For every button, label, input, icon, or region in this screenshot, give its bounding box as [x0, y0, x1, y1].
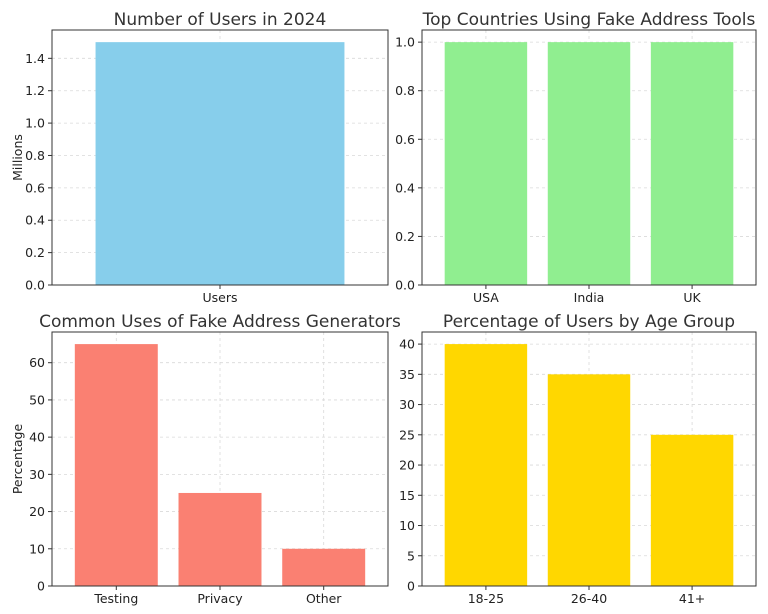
- bar: [178, 492, 262, 586]
- bar: [444, 42, 528, 286]
- x-tick-label: USA: [473, 290, 499, 305]
- axes-frame: [421, 29, 757, 286]
- chart-top-countries: Top Countries Using Fake Address Tools 0…: [395, 10, 757, 305]
- chart-title: Top Countries Using Fake Address Tools: [422, 10, 756, 30]
- x-tick-label: UK: [683, 290, 701, 305]
- bar: [547, 374, 631, 586]
- y-tick-label: 0.0: [25, 278, 45, 293]
- x-tick-label: 26-40: [571, 591, 607, 606]
- y-tick-label: 1.4: [25, 51, 45, 66]
- y-tick-label: 40: [399, 337, 415, 352]
- y-tick-label: 10: [29, 541, 45, 556]
- x-tick-label: Other: [306, 591, 342, 606]
- y-tick-label: 0.2: [25, 245, 45, 260]
- x-tick-label: Privacy: [197, 591, 243, 606]
- axes-frame: [421, 331, 757, 587]
- y-tick-label: 30: [29, 467, 45, 482]
- bar: [95, 42, 345, 286]
- bar: [444, 344, 528, 586]
- y-tick-label: 40: [29, 430, 45, 445]
- y-axis-label: Percentage: [10, 424, 25, 495]
- chart-common-uses: Common Uses of Fake Address Generators P…: [10, 312, 401, 606]
- chart-age-groups: Percentage of Users by Age Group 0 5 10 15 2…: [399, 312, 757, 606]
- y-tick-label: 0.8: [395, 83, 415, 98]
- axes-frame: [51, 331, 389, 587]
- y-tick-label: 15: [399, 488, 415, 503]
- bar: [547, 42, 631, 286]
- bar: [650, 42, 734, 286]
- x-tick-label: 41+: [679, 591, 705, 606]
- y-tick-label: 5: [407, 548, 415, 563]
- x-tick-label: Testing: [93, 591, 138, 606]
- y-tick-label: 0.6: [25, 180, 45, 195]
- y-tick-label: 25: [399, 427, 415, 442]
- y-tick-label: 1.2: [25, 83, 45, 98]
- y-tick-label: 1.0: [25, 116, 45, 131]
- chart-title: Percentage of Users by Age Group: [443, 312, 735, 332]
- y-tick-label: 20: [29, 504, 45, 519]
- axes-frame: [51, 29, 389, 286]
- bar: [650, 434, 734, 586]
- y-tick-label: 20: [399, 458, 415, 473]
- chart-users-2024: Number of Users in 2024 Millions 0.0 0.2 0…: [10, 10, 389, 305]
- x-tick-label: Users: [202, 290, 237, 305]
- y-tick-label: 1.0: [395, 35, 415, 50]
- y-tick-label: 50: [29, 392, 45, 407]
- y-tick-label: 0.0: [395, 278, 415, 293]
- y-tick-label: 60: [29, 355, 45, 370]
- y-axis-label: Millions: [10, 134, 25, 181]
- y-tick-label: 0.4: [395, 180, 415, 195]
- y-tick-label: 0: [407, 579, 415, 594]
- y-tick-label: 30: [399, 397, 415, 412]
- y-tick-label: 0.6: [395, 132, 415, 147]
- bar: [282, 548, 366, 586]
- y-tick-label: 0: [37, 579, 45, 594]
- y-tick-label: 0.4: [25, 213, 45, 228]
- y-tick-label: 35: [399, 367, 415, 382]
- y-tick-label: 0.2: [395, 229, 415, 244]
- x-tick-label: 18-25: [468, 591, 504, 606]
- chart-title: Common Uses of Fake Address Generators: [39, 312, 401, 332]
- chart-title: Number of Users in 2024: [114, 10, 327, 30]
- y-tick-label: 10: [399, 518, 415, 533]
- y-tick-label: 0.8: [25, 148, 45, 163]
- bar: [74, 344, 158, 586]
- x-tick-label: India: [574, 290, 605, 305]
